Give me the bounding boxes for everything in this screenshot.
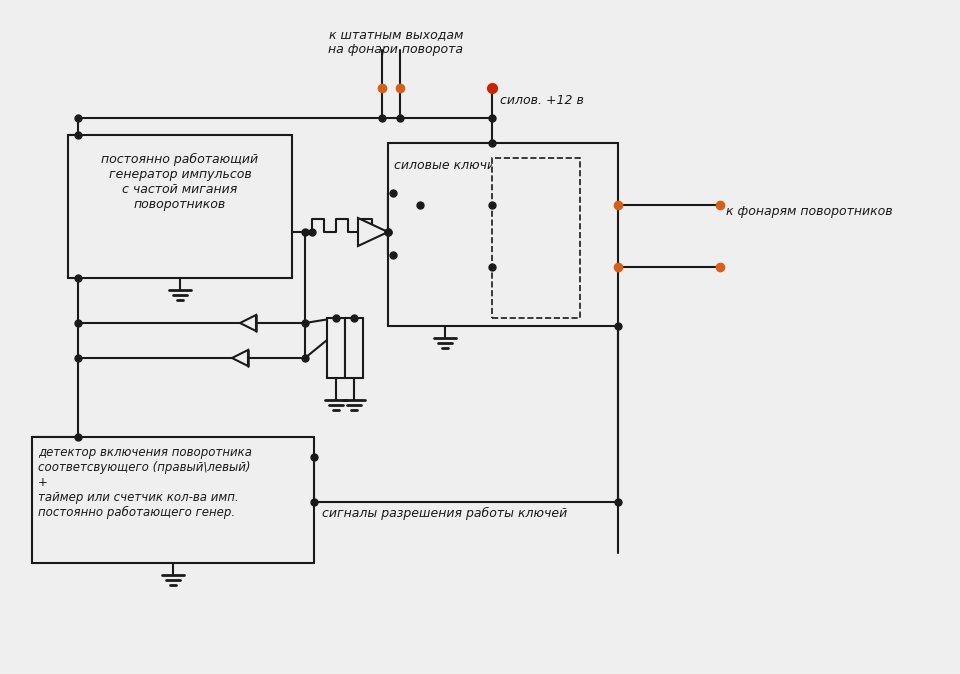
Bar [68,135,292,278]
Bar [32,437,314,563]
Bar [492,158,580,318]
Polygon shape [240,315,256,331]
Text: к штатным выходам
на фонари поворота: к штатным выходам на фонари поворота [328,28,464,56]
Text: сигналы разрешения работы ключей: сигналы разрешения работы ключей [322,507,567,520]
Bar [327,318,345,378]
Text: к фонарям поворотников: к фонарям поворотников [726,204,893,218]
Text: постоянно работающий
генератор импульсов
с частой мигания
поворотников: постоянно работающий генератор импульсов… [102,152,258,210]
Bar [388,143,618,326]
Polygon shape [232,350,248,366]
Polygon shape [358,218,388,246]
Text: силовые ключи: силовые ключи [394,159,495,172]
Bar [345,318,363,378]
Text: детектор включения поворотника
соответсвующего (правый\левый)
+
таймер или счетч: детектор включения поворотника соответсв… [38,446,252,519]
Text: силов. +12 в: силов. +12 в [500,94,584,107]
